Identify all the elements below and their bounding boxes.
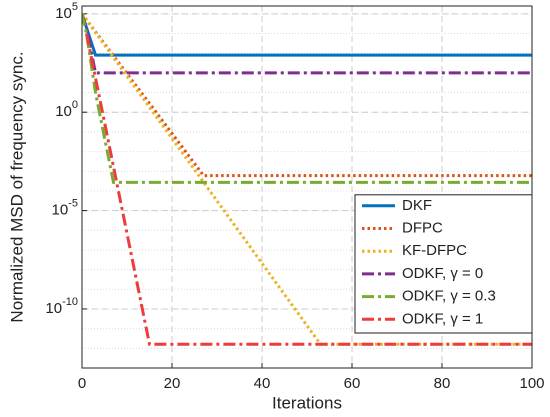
legend-label: ODKF, γ = 1 (402, 310, 483, 327)
y-axis-label: Normalized MSD of frequency sync. (7, 51, 26, 322)
legend-box (354, 194, 533, 334)
y-tick-label: 10-10 (45, 296, 78, 317)
y-tick-label: 10-5 (52, 197, 78, 218)
legend-label: ODKF, γ = 0.3 (402, 288, 496, 305)
legend-label: DKF (402, 197, 432, 214)
y-tick-label: 100 (55, 99, 78, 120)
series-line (85, 33, 532, 346)
tick-exponent: -5 (68, 197, 78, 209)
tick-base: 10 (55, 103, 72, 120)
tick-base: 10 (55, 5, 72, 22)
plot-frame (81, 5, 533, 369)
legend-label: ODKF, γ = 0 (402, 265, 483, 282)
series-line (82, 13, 532, 57)
legend-label: DFPC (402, 219, 443, 236)
tick-base: 10 (45, 300, 62, 317)
series-line (82, 13, 532, 184)
x-tick-label: 60 (344, 375, 361, 392)
series-line (82, 13, 532, 75)
x-tick-label: 0 (78, 375, 86, 392)
tick-base: 10 (52, 202, 69, 219)
x-tick-label: 100 (519, 375, 544, 392)
tick-exponent: -10 (62, 296, 78, 308)
x-axis-label: Iterations (272, 393, 342, 412)
tick-exponent: 5 (72, 1, 78, 13)
y-tick-label: 105 (55, 1, 78, 22)
x-tick-label: 80 (434, 375, 451, 392)
x-tick-label: 20 (164, 375, 181, 392)
tick-exponent: 0 (72, 99, 78, 111)
legend-label: KF-DFPC (402, 242, 467, 259)
x-tick-label: 40 (254, 375, 271, 392)
